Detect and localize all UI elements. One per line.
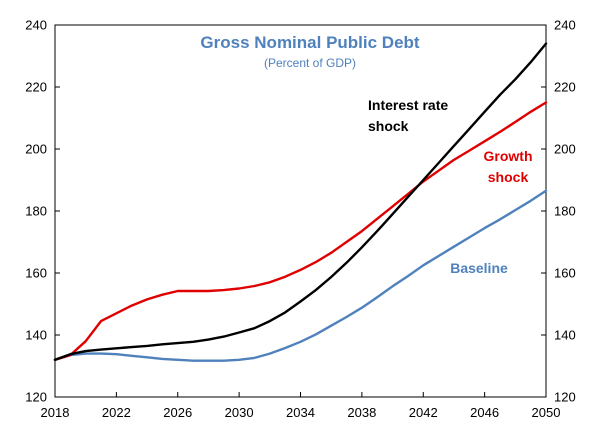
series-label-interest-rate-shock: Interest rate shock: [368, 97, 448, 134]
series-line-baseline: [53, 189, 548, 362]
y-tick-label-left: 140: [25, 328, 47, 343]
y-tick-label-right: 120: [554, 390, 576, 405]
y-tick-label-right: 140: [554, 328, 576, 343]
x-tick-label: 2034: [286, 405, 315, 420]
y-axis-left: 120 140 160 180 200 220 240: [25, 18, 60, 405]
y-tick-label-left: 240: [25, 18, 47, 33]
series-label-line: Interest rate: [368, 97, 448, 113]
y-tick-label-right: 180: [554, 204, 576, 219]
y-tick-label-right: 240: [554, 18, 576, 33]
chart-subtitle: (Percent of GDP): [264, 56, 356, 70]
series-labels: Baseline Growth shock Interest rate shock: [368, 97, 533, 276]
y-tick-label-left: 180: [25, 204, 47, 219]
y-tick-label-right: 220: [554, 80, 576, 95]
y-tick-label-left: 220: [25, 80, 47, 95]
x-tick-label: 2046: [470, 405, 499, 420]
series-label-growth-shock: Growth shock: [484, 148, 533, 185]
series-lines: [53, 42, 548, 362]
chart-title: Gross Nominal Public Debt: [200, 33, 419, 52]
y-tick-label-right: 200: [554, 142, 576, 157]
series-label-line: shock: [368, 118, 409, 134]
x-tick-label: 2022: [102, 405, 131, 420]
series-label-baseline: Baseline: [450, 260, 508, 276]
y-tick-label-left: 120: [25, 390, 47, 405]
x-axis: 2018 2022 2026 2030 2034 2038 2042 2046 2050: [41, 392, 561, 420]
series-line-growth-shock: [53, 101, 548, 361]
y-tick-label-left: 200: [25, 142, 47, 157]
x-tick-label: 2042: [409, 405, 438, 420]
x-tick-label: 2038: [347, 405, 376, 420]
series-label-line: shock: [488, 169, 529, 185]
x-tick-label: 2030: [225, 405, 254, 420]
series-label-line: Growth: [484, 148, 533, 164]
y-tick-label-right: 160: [554, 266, 576, 281]
x-tick-label: 2026: [163, 405, 192, 420]
x-tick-label: 2050: [532, 405, 561, 420]
series-label-line: Baseline: [450, 260, 508, 276]
series-line-interest-rate-shock: [53, 42, 548, 361]
x-tick-label: 2018: [41, 405, 70, 420]
y-axis-right: 120 140 160 180 200 220 240: [541, 18, 576, 405]
y-tick-label-left: 160: [25, 266, 47, 281]
